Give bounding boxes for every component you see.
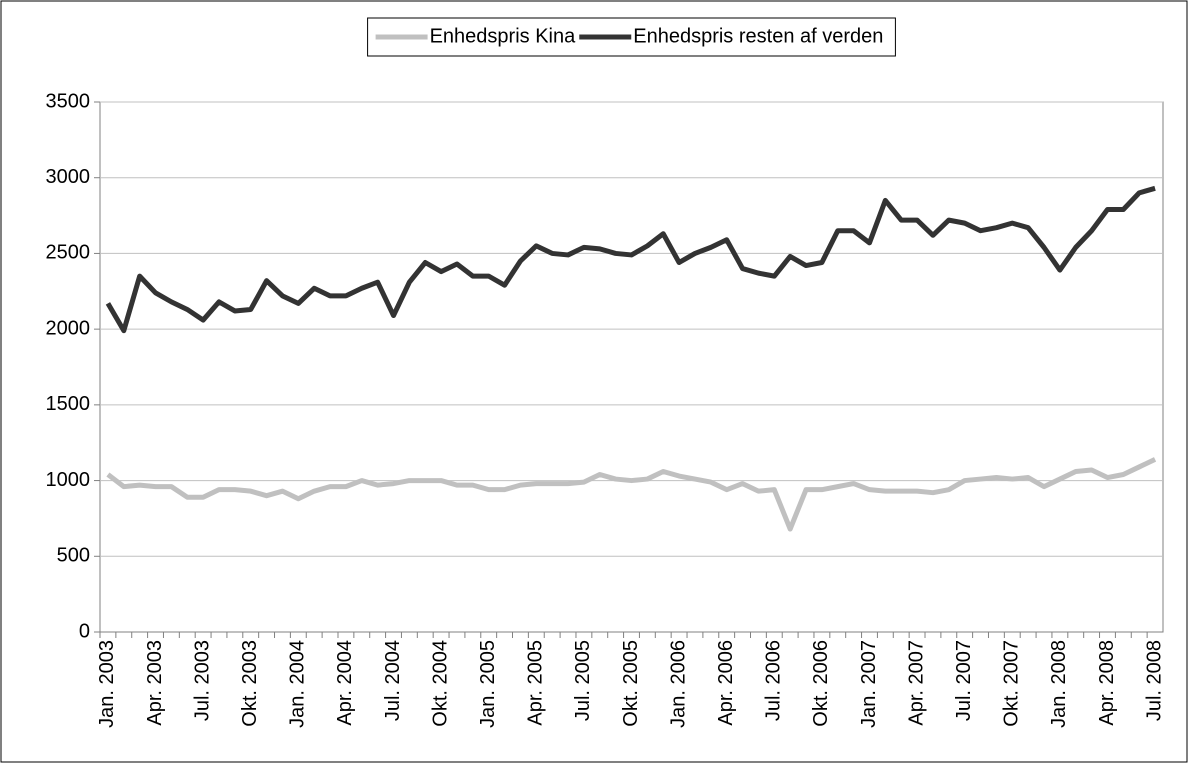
x-tick-label: Okt. 2003 (239, 640, 261, 727)
x-tick-label: Jan. 2007 (858, 640, 880, 728)
y-tick-label: 0 (79, 620, 90, 642)
legend: Enhedspris Kina Enhedspris resten af verd… (367, 17, 896, 57)
x-tick-label: Apr. 2003 (144, 640, 166, 726)
x-tick-label: Apr. 2007 (905, 640, 927, 726)
x-tick-label: Apr. 2008 (1096, 640, 1118, 726)
x-tick-label: Jul. 2008 (1143, 640, 1165, 721)
x-tick-label: Jan. 2005 (477, 640, 499, 728)
x-tick-label: Jul. 2003 (191, 640, 213, 721)
x-tick-label: Okt. 2005 (620, 640, 642, 727)
y-tick-label: 500 (57, 545, 90, 567)
legend-label: Enhedspris Kina (430, 25, 577, 47)
legend-label: Enhedspris resten af verden (633, 25, 883, 47)
x-tick-label: Jan. 2006 (667, 640, 689, 728)
x-tick-label: Okt. 2004 (429, 640, 451, 727)
x-tick-label: Jul. 2007 (953, 640, 975, 721)
x-tick-label: Okt. 2006 (810, 640, 832, 727)
y-tick-label: 1000 (46, 469, 91, 491)
x-tick-label: Jul. 2006 (763, 640, 785, 721)
x-tick-label: Okt. 2007 (1001, 640, 1023, 727)
x-tick-label: Jul. 2005 (572, 640, 594, 721)
y-tick-label: 1500 (46, 393, 91, 415)
x-tick-label: Jul. 2004 (382, 640, 404, 721)
y-tick-label: 2500 (46, 242, 91, 264)
line-series (106, 457, 1157, 532)
y-tick-label: 2000 (46, 317, 91, 339)
x-tick-label: Jan. 2008 (1048, 640, 1070, 728)
line-series (105, 185, 1156, 334)
x-tick-label: Jan. 2004 (287, 640, 309, 728)
x-tick-label: Apr. 2004 (334, 640, 356, 726)
x-tick-label: Jan. 2003 (96, 640, 118, 728)
x-tick-label: Apr. 2005 (525, 640, 547, 726)
x-tick-label: Apr. 2006 (715, 640, 737, 726)
legend-box (367, 17, 896, 57)
y-tick-label: 3500 (46, 90, 91, 112)
y-tick-label: 3000 (46, 166, 91, 188)
